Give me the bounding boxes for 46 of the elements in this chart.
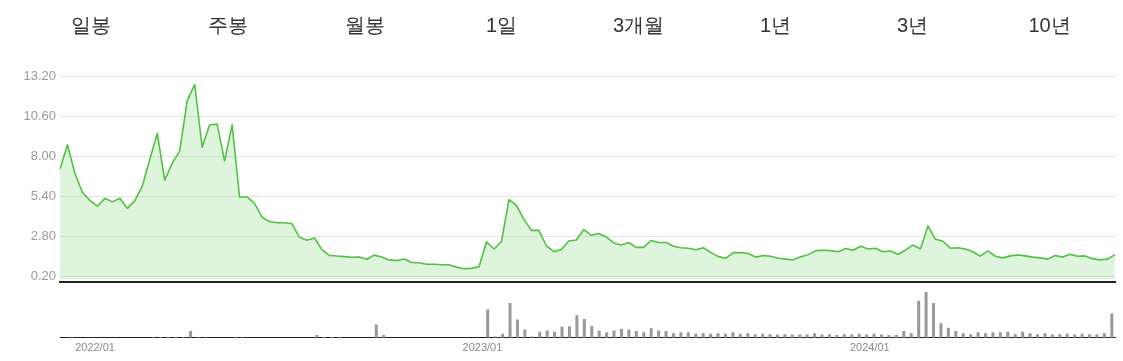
bar: [976, 332, 980, 338]
y-tick-label: 8.00: [30, 147, 56, 163]
bar: [590, 325, 594, 338]
x-tick-label: 2023/01: [462, 341, 503, 354]
category-label: 1년: [758, 13, 793, 38]
y-tick-label: 13.20: [23, 67, 56, 83]
category-label: 3개월: [611, 13, 666, 38]
bar: [567, 326, 571, 338]
x-tick-label: 2024/01: [849, 341, 890, 354]
category-label: 주봉: [206, 13, 249, 38]
bar: [924, 292, 928, 338]
bar: [486, 309, 490, 338]
bar: [605, 332, 609, 338]
bar: [998, 332, 1002, 338]
bar: [939, 323, 943, 338]
bar: [560, 326, 564, 338]
y-tick-label: 10.60: [23, 107, 56, 123]
bar: [1110, 313, 1114, 338]
bar: [932, 302, 936, 338]
bar: [597, 330, 601, 338]
bar: [991, 332, 995, 338]
bar: [642, 332, 646, 338]
bar: [946, 327, 950, 338]
bar: [545, 330, 549, 338]
category-label: 3년: [895, 13, 930, 38]
y-tick-label: 0.20: [30, 267, 56, 283]
category-label: 일봉: [69, 13, 112, 38]
bar: [508, 302, 512, 338]
y-tick-label: 5.40: [30, 187, 56, 203]
bar: [731, 332, 735, 338]
bar: [686, 332, 690, 338]
category-label: 월봉: [343, 13, 386, 38]
bar: [619, 329, 623, 338]
x-tick-label: 2022/01: [75, 341, 115, 354]
category-label: 10년: [1027, 13, 1072, 38]
bar: [679, 332, 683, 338]
bar: [582, 319, 586, 338]
category-label: 1일: [484, 13, 519, 38]
bar: [575, 315, 579, 338]
bar: [612, 330, 616, 338]
bar: [374, 324, 378, 338]
bar: [515, 319, 519, 338]
y-tick-label: 2.80: [30, 227, 56, 243]
bar: [917, 300, 921, 338]
bar: [657, 330, 661, 338]
bar: [649, 328, 653, 338]
